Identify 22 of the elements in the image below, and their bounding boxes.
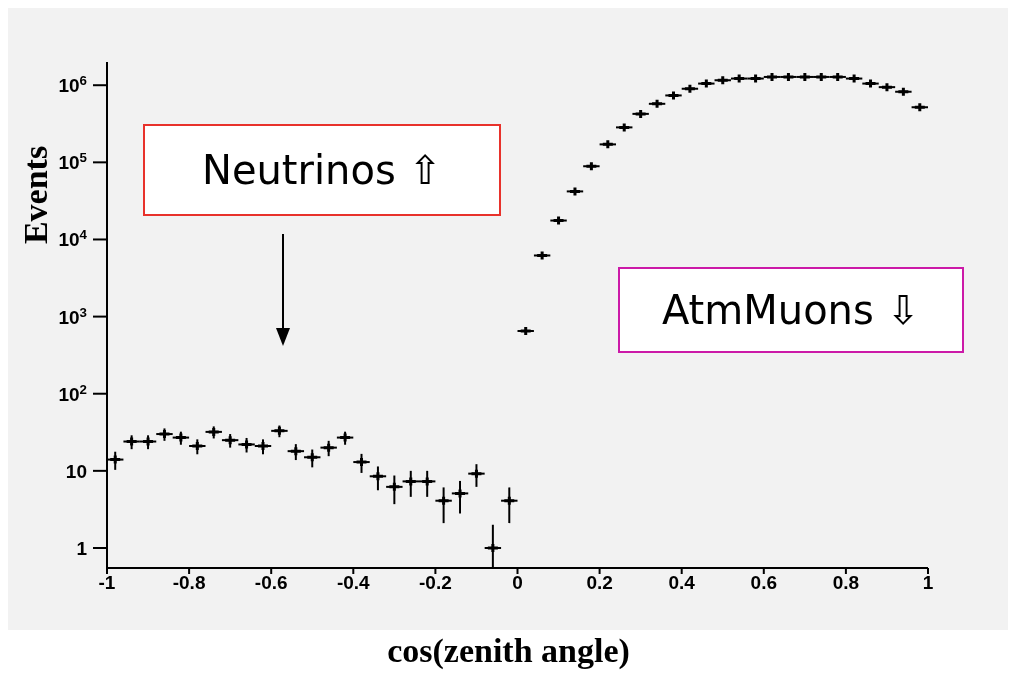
x-axis-title: cos(zenith angle) — [386, 632, 631, 670]
x-tick-label: -0.2 — [419, 572, 452, 594]
x-tick-label: 0.8 — [832, 572, 860, 594]
x-tick-label: 1 — [922, 572, 934, 594]
x-tick-label: 0.6 — [750, 572, 778, 594]
y-tick-label: 10$^{5}$ — [58, 149, 88, 174]
y-tick-label: 1 — [76, 537, 88, 559]
x-tick-label: -0.4 — [336, 572, 371, 594]
x-tick-label: -0.8 — [172, 572, 206, 594]
annotation: AtmMuons ⇩ — [618, 267, 964, 353]
y-tick-label: 10$^{3}$ — [58, 304, 87, 328]
annotation: Neutrinos ⇧ — [143, 124, 501, 216]
y-tick-label: 10 — [65, 460, 87, 482]
x-tick-label: -1 — [98, 572, 116, 594]
x-tick-label: 0.4 — [668, 572, 696, 594]
x-tick-label: -0.6 — [254, 572, 288, 594]
x-tick-label: 0.2 — [586, 572, 613, 594]
y-tick-label: 10$^{2}$ — [58, 381, 87, 405]
y-axis-title: Events — [17, 145, 55, 245]
y-tick-label: 10$^{6}$ — [58, 72, 87, 97]
x-tick-label: 0 — [512, 572, 523, 594]
y-tick-label: 10$^{4}$ — [58, 226, 88, 251]
